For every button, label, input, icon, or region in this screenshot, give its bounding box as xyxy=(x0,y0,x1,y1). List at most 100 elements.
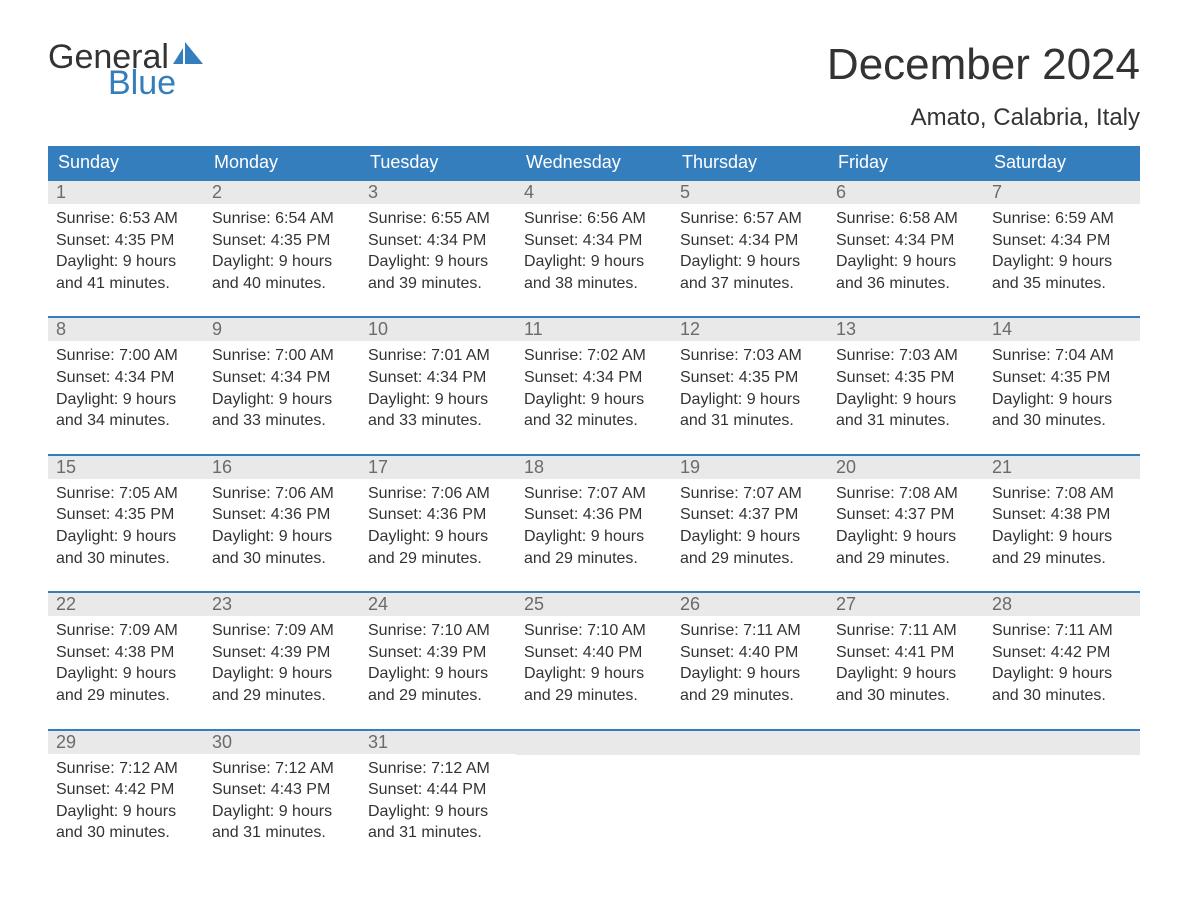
week-row: 15Sunrise: 7:05 AMSunset: 4:35 PMDayligh… xyxy=(48,454,1140,573)
day-body: Sunrise: 7:02 AMSunset: 4:34 PMDaylight:… xyxy=(516,341,672,435)
daylight-line-1: Daylight: 9 hours xyxy=(680,663,820,685)
sunrise-line: Sunrise: 6:53 AM xyxy=(56,208,196,230)
daylight-line-2: and 30 minutes. xyxy=(56,548,196,570)
daylight-line-1: Daylight: 9 hours xyxy=(56,526,196,548)
sunset-line: Sunset: 4:35 PM xyxy=(56,230,196,252)
daylight-line-1: Daylight: 9 hours xyxy=(368,389,508,411)
sunset-line: Sunset: 4:35 PM xyxy=(992,367,1132,389)
sunset-line: Sunset: 4:34 PM xyxy=(524,230,664,252)
daylight-line-2: and 30 minutes. xyxy=(992,410,1132,432)
day-cell: 20Sunrise: 7:08 AMSunset: 4:37 PMDayligh… xyxy=(828,456,984,573)
day-cell: 4Sunrise: 6:56 AMSunset: 4:34 PMDaylight… xyxy=(516,181,672,298)
sunset-line: Sunset: 4:34 PM xyxy=(368,367,508,389)
day-number: 25 xyxy=(516,593,672,616)
sunrise-line: Sunrise: 7:10 AM xyxy=(524,620,664,642)
day-cell: 24Sunrise: 7:10 AMSunset: 4:39 PMDayligh… xyxy=(360,593,516,710)
day-cell: 1Sunrise: 6:53 AMSunset: 4:35 PMDaylight… xyxy=(48,181,204,298)
weekday-header: Tuesday xyxy=(360,146,516,179)
day-body: Sunrise: 6:53 AMSunset: 4:35 PMDaylight:… xyxy=(48,204,204,298)
sunset-line: Sunset: 4:35 PM xyxy=(56,504,196,526)
sunrise-line: Sunrise: 7:03 AM xyxy=(836,345,976,367)
sunrise-line: Sunrise: 7:06 AM xyxy=(368,483,508,505)
weeks-container: 1Sunrise: 6:53 AMSunset: 4:35 PMDaylight… xyxy=(48,179,1140,848)
day-cell: 23Sunrise: 7:09 AMSunset: 4:39 PMDayligh… xyxy=(204,593,360,710)
day-number: 28 xyxy=(984,593,1140,616)
daylight-line-2: and 30 minutes. xyxy=(212,548,352,570)
sunrise-line: Sunrise: 7:07 AM xyxy=(524,483,664,505)
sunrise-line: Sunrise: 7:05 AM xyxy=(56,483,196,505)
daylight-line-1: Daylight: 9 hours xyxy=(992,251,1132,273)
day-body: Sunrise: 6:58 AMSunset: 4:34 PMDaylight:… xyxy=(828,204,984,298)
day-body: Sunrise: 6:56 AMSunset: 4:34 PMDaylight:… xyxy=(516,204,672,298)
day-cell: 17Sunrise: 7:06 AMSunset: 4:36 PMDayligh… xyxy=(360,456,516,573)
daylight-line-2: and 29 minutes. xyxy=(680,685,820,707)
sunrise-line: Sunrise: 7:09 AM xyxy=(56,620,196,642)
daylight-line-2: and 29 minutes. xyxy=(368,685,508,707)
day-body: Sunrise: 7:12 AMSunset: 4:44 PMDaylight:… xyxy=(360,754,516,848)
day-number: 24 xyxy=(360,593,516,616)
day-cell: 25Sunrise: 7:10 AMSunset: 4:40 PMDayligh… xyxy=(516,593,672,710)
sunrise-line: Sunrise: 7:06 AM xyxy=(212,483,352,505)
day-number: 13 xyxy=(828,318,984,341)
sunrise-line: Sunrise: 7:11 AM xyxy=(992,620,1132,642)
weekday-header: Monday xyxy=(204,146,360,179)
daylight-line-1: Daylight: 9 hours xyxy=(56,663,196,685)
day-number: 4 xyxy=(516,181,672,204)
day-number: 5 xyxy=(672,181,828,204)
daylight-line-2: and 30 minutes. xyxy=(56,822,196,844)
daylight-line-2: and 29 minutes. xyxy=(992,548,1132,570)
day-body: Sunrise: 7:10 AMSunset: 4:40 PMDaylight:… xyxy=(516,616,672,710)
sunset-line: Sunset: 4:35 PM xyxy=(680,367,820,389)
sunset-line: Sunset: 4:41 PM xyxy=(836,642,976,664)
day-body: Sunrise: 7:12 AMSunset: 4:42 PMDaylight:… xyxy=(48,754,204,848)
sunrise-line: Sunrise: 6:59 AM xyxy=(992,208,1132,230)
day-cell: 30Sunrise: 7:12 AMSunset: 4:43 PMDayligh… xyxy=(204,731,360,848)
week-row: 29Sunrise: 7:12 AMSunset: 4:42 PMDayligh… xyxy=(48,729,1140,848)
day-cell: 18Sunrise: 7:07 AMSunset: 4:36 PMDayligh… xyxy=(516,456,672,573)
daylight-line-2: and 29 minutes. xyxy=(212,685,352,707)
day-body: Sunrise: 7:07 AMSunset: 4:37 PMDaylight:… xyxy=(672,479,828,573)
day-number: 8 xyxy=(48,318,204,341)
daylight-line-1: Daylight: 9 hours xyxy=(212,389,352,411)
sunset-line: Sunset: 4:38 PM xyxy=(992,504,1132,526)
day-cell: 11Sunrise: 7:02 AMSunset: 4:34 PMDayligh… xyxy=(516,318,672,435)
sunset-line: Sunset: 4:37 PM xyxy=(680,504,820,526)
title-block: December 2024 Amato, Calabria, Italy xyxy=(827,40,1140,140)
daylight-line-2: and 29 minutes. xyxy=(524,685,664,707)
sunrise-line: Sunrise: 7:12 AM xyxy=(56,758,196,780)
day-body: Sunrise: 7:07 AMSunset: 4:36 PMDaylight:… xyxy=(516,479,672,573)
day-number: 2 xyxy=(204,181,360,204)
day-body: Sunrise: 7:03 AMSunset: 4:35 PMDaylight:… xyxy=(828,341,984,435)
sunset-line: Sunset: 4:34 PM xyxy=(524,367,664,389)
sunrise-line: Sunrise: 6:54 AM xyxy=(212,208,352,230)
sunset-line: Sunset: 4:40 PM xyxy=(680,642,820,664)
daylight-line-1: Daylight: 9 hours xyxy=(524,526,664,548)
day-number: 3 xyxy=(360,181,516,204)
sunset-line: Sunset: 4:34 PM xyxy=(680,230,820,252)
day-body: Sunrise: 7:11 AMSunset: 4:40 PMDaylight:… xyxy=(672,616,828,710)
day-body: Sunrise: 7:11 AMSunset: 4:42 PMDaylight:… xyxy=(984,616,1140,710)
day-number: 26 xyxy=(672,593,828,616)
day-cell: 2Sunrise: 6:54 AMSunset: 4:35 PMDaylight… xyxy=(204,181,360,298)
weekday-header: Friday xyxy=(828,146,984,179)
day-cell: 26Sunrise: 7:11 AMSunset: 4:40 PMDayligh… xyxy=(672,593,828,710)
daylight-line-2: and 29 minutes. xyxy=(368,548,508,570)
sunset-line: Sunset: 4:34 PM xyxy=(56,367,196,389)
daylight-line-1: Daylight: 9 hours xyxy=(56,251,196,273)
day-cell: 21Sunrise: 7:08 AMSunset: 4:38 PMDayligh… xyxy=(984,456,1140,573)
sunrise-line: Sunrise: 7:09 AM xyxy=(212,620,352,642)
daylight-line-1: Daylight: 9 hours xyxy=(212,251,352,273)
day-number: 21 xyxy=(984,456,1140,479)
daylight-line-1: Daylight: 9 hours xyxy=(368,801,508,823)
day-cell: 27Sunrise: 7:11 AMSunset: 4:41 PMDayligh… xyxy=(828,593,984,710)
daylight-line-1: Daylight: 9 hours xyxy=(368,526,508,548)
daylight-line-1: Daylight: 9 hours xyxy=(524,251,664,273)
daylight-line-1: Daylight: 9 hours xyxy=(56,389,196,411)
day-cell: 13Sunrise: 7:03 AMSunset: 4:35 PMDayligh… xyxy=(828,318,984,435)
week-row: 22Sunrise: 7:09 AMSunset: 4:38 PMDayligh… xyxy=(48,591,1140,710)
daylight-line-1: Daylight: 9 hours xyxy=(524,663,664,685)
sunrise-line: Sunrise: 7:04 AM xyxy=(992,345,1132,367)
daylight-line-2: and 31 minutes. xyxy=(368,822,508,844)
sunrise-line: Sunrise: 7:12 AM xyxy=(212,758,352,780)
daylight-line-2: and 41 minutes. xyxy=(56,273,196,295)
